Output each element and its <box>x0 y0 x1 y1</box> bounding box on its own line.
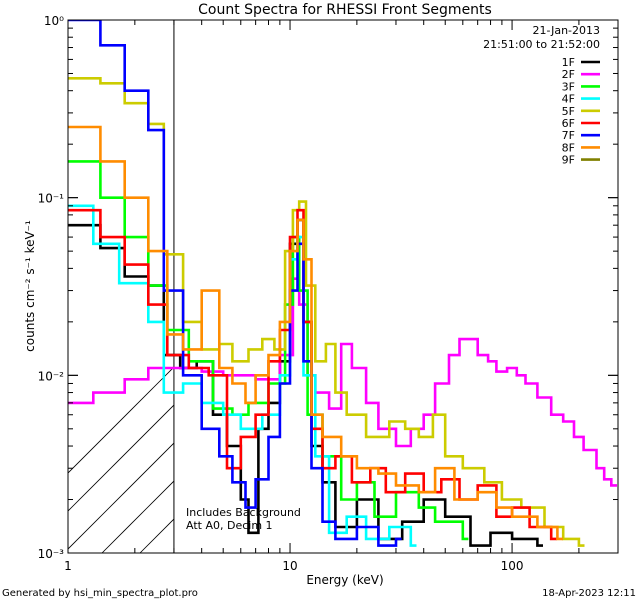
y-tick-label: 10⁰ <box>44 14 64 28</box>
legend-label: 1F <box>562 56 575 69</box>
footer-timestamp: 18-Apr-2023 12:11 <box>542 588 636 599</box>
chart-title: Count Spectra for RHESSI Front Segments <box>198 2 492 18</box>
legend-label: 3F <box>562 80 575 93</box>
hatch-line <box>68 442 174 550</box>
axis-ticks: 1 10 100 10⁰ 10⁻¹ 10⁻² 10⁻³ <box>38 14 619 573</box>
series-line-7F <box>68 20 402 547</box>
legend-label: 7F <box>562 129 575 142</box>
legend-label: 5F <box>562 105 575 118</box>
excluded-region-hatch <box>68 366 174 553</box>
time-range-label: 21:51:00 to 21:52:00 <box>483 38 600 51</box>
y-axis-label: counts cm⁻² s⁻¹ keV⁻¹ <box>23 220 37 352</box>
legend-label: 9F <box>562 154 575 167</box>
note-attenuator: Att A0, Decim 1 <box>186 519 273 532</box>
series-line-5F <box>68 77 585 547</box>
legend-label: 8F <box>562 141 575 154</box>
date-label: 21-Jan-2013 <box>533 24 601 37</box>
legend-label: 4F <box>562 93 575 106</box>
note-background: Includes Background <box>186 506 301 519</box>
legend-label: 2F <box>562 68 575 81</box>
legend-label: 6F <box>562 117 575 130</box>
y-tick-label: 10⁻¹ <box>38 192 65 206</box>
x-axis-label: Energy (keV) <box>306 573 383 587</box>
x-tick-label: 10 <box>282 559 297 573</box>
series-lines <box>68 20 617 547</box>
hatch-line <box>68 404 174 512</box>
x-tick-label: 100 <box>501 559 524 573</box>
y-tick-label: 10⁻³ <box>38 547 65 561</box>
x-tick-label: 1 <box>64 559 72 573</box>
y-tick-label: 10⁻² <box>38 369 65 383</box>
plot-frame <box>67 19 619 554</box>
series-line-8F <box>68 125 563 541</box>
hatch-line <box>68 366 174 474</box>
footer-generator: Generated by hsi_min_spectra_plot.pro <box>2 588 198 599</box>
